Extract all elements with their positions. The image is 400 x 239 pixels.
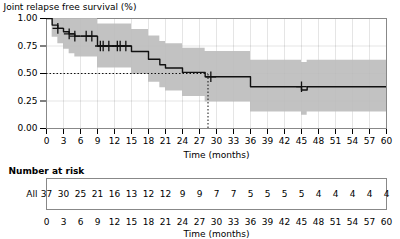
svg-text:5: 5	[265, 189, 271, 199]
svg-text:25: 25	[75, 189, 86, 199]
svg-text:4: 4	[316, 189, 322, 199]
svg-text:21: 21	[160, 217, 171, 227]
svg-text:33: 33	[228, 136, 239, 146]
svg-text:6: 6	[78, 217, 84, 227]
svg-text:51: 51	[330, 217, 341, 227]
svg-text:9: 9	[197, 189, 203, 199]
svg-text:12: 12	[109, 136, 120, 146]
svg-text:15: 15	[126, 136, 137, 146]
svg-text:0: 0	[44, 136, 50, 146]
svg-text:27: 27	[194, 217, 205, 227]
svg-text:Time (months): Time (months)	[183, 229, 250, 239]
svg-text:15: 15	[126, 217, 137, 227]
svg-text:57: 57	[364, 217, 375, 227]
svg-text:0.25: 0.25	[17, 96, 37, 106]
svg-text:4: 4	[384, 189, 390, 199]
svg-text:9: 9	[180, 189, 186, 199]
svg-text:All: All	[26, 189, 37, 199]
svg-text:27: 27	[194, 136, 205, 146]
svg-text:18: 18	[143, 217, 155, 227]
svg-text:39: 39	[262, 217, 274, 227]
svg-text:42: 42	[279, 217, 290, 227]
svg-text:12: 12	[143, 189, 154, 199]
svg-text:Number at risk: Number at risk	[9, 166, 86, 176]
svg-text:33: 33	[228, 217, 239, 227]
svg-text:60: 60	[381, 136, 393, 146]
svg-text:24: 24	[177, 217, 189, 227]
svg-text:30: 30	[211, 217, 223, 227]
svg-text:12: 12	[160, 189, 171, 199]
svg-text:21: 21	[160, 136, 171, 146]
svg-text:54: 54	[347, 136, 359, 146]
svg-text:0.50: 0.50	[17, 68, 37, 78]
svg-text:30: 30	[211, 136, 223, 146]
svg-text:1.00: 1.00	[17, 13, 37, 23]
svg-text:39: 39	[262, 136, 274, 146]
svg-text:45: 45	[296, 217, 307, 227]
svg-text:0: 0	[44, 217, 50, 227]
svg-text:4: 4	[350, 189, 356, 199]
svg-text:Joint relapse free survival (%: Joint relapse free survival (%)	[3, 2, 137, 12]
svg-text:9: 9	[95, 136, 101, 146]
svg-text:36: 36	[245, 136, 257, 146]
svg-text:12: 12	[109, 217, 120, 227]
svg-text:0.00: 0.00	[17, 123, 37, 133]
svg-text:5: 5	[299, 189, 305, 199]
svg-text:4: 4	[367, 189, 373, 199]
svg-text:24: 24	[177, 136, 189, 146]
svg-text:4: 4	[333, 189, 339, 199]
svg-text:54: 54	[347, 217, 359, 227]
svg-text:36: 36	[245, 217, 257, 227]
svg-text:9: 9	[95, 217, 101, 227]
svg-text:51: 51	[330, 136, 341, 146]
svg-text:5: 5	[282, 189, 288, 199]
svg-text:48: 48	[313, 136, 325, 146]
svg-text:30: 30	[58, 189, 70, 199]
svg-text:3: 3	[61, 136, 67, 146]
svg-text:60: 60	[381, 217, 393, 227]
svg-text:7: 7	[214, 189, 220, 199]
svg-text:13: 13	[126, 189, 137, 199]
svg-text:Time (months): Time (months)	[183, 150, 250, 160]
svg-text:0.75: 0.75	[17, 41, 37, 51]
svg-text:21: 21	[92, 189, 103, 199]
svg-text:48: 48	[313, 217, 325, 227]
svg-text:45: 45	[296, 136, 307, 146]
svg-text:3: 3	[61, 217, 67, 227]
svg-text:16: 16	[109, 189, 121, 199]
svg-text:7: 7	[231, 189, 237, 199]
svg-text:6: 6	[78, 136, 84, 146]
svg-text:42: 42	[279, 136, 290, 146]
svg-text:37: 37	[41, 189, 52, 199]
svg-text:57: 57	[364, 136, 375, 146]
svg-text:18: 18	[143, 136, 155, 146]
svg-text:5: 5	[248, 189, 254, 199]
